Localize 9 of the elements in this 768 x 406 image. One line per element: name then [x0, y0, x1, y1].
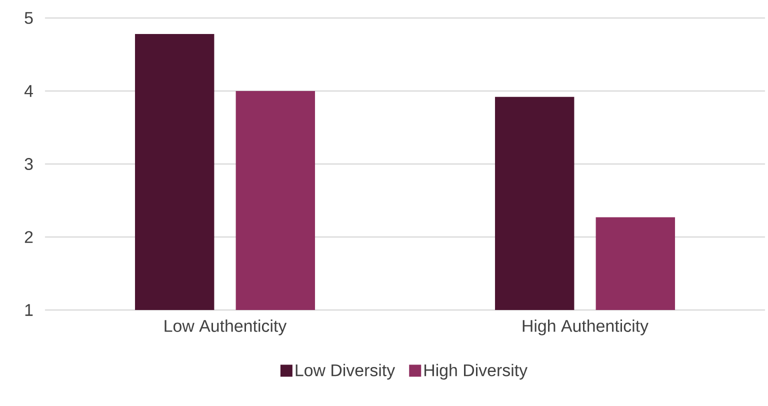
y-tick-label: 3	[24, 158, 33, 170]
legend-label: High Diversity	[424, 364, 528, 380]
legend-label: Low Diversity	[296, 364, 396, 380]
y-tick-label: 4	[24, 85, 33, 97]
y-tick-label: 5	[24, 12, 33, 24]
x-tick-label: High Authenticity	[522, 320, 648, 336]
y-tick-label: 1	[25, 304, 33, 316]
x-tick-label: Low Authenticity	[164, 320, 287, 336]
y-tick-label: 2	[24, 231, 33, 243]
